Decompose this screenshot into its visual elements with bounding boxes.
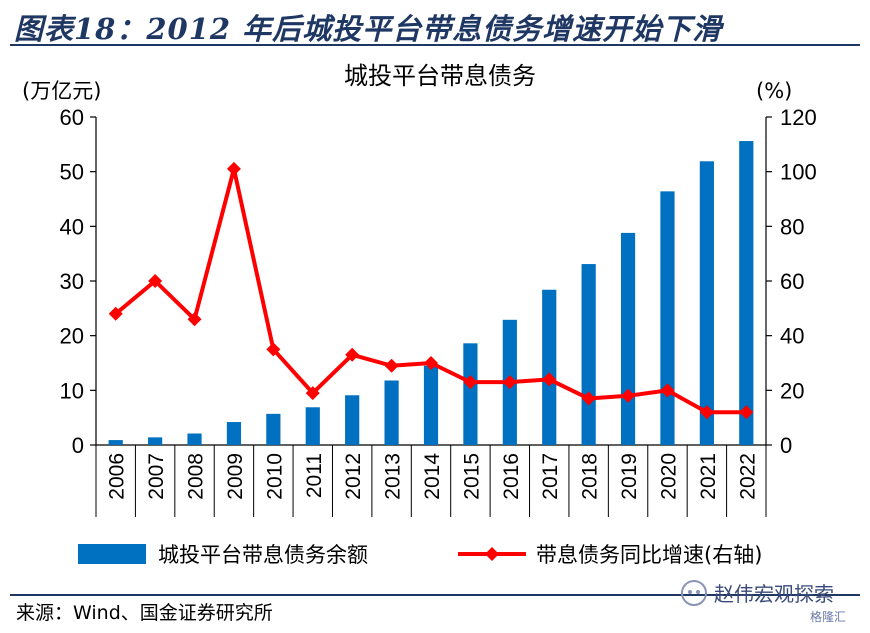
line-point (660, 383, 675, 398)
x-tick-label: 2016 (500, 453, 523, 500)
x-tick-label: 2013 (382, 453, 405, 500)
line-point (148, 274, 163, 288)
right-tick-label: 80 (780, 214, 804, 239)
left-tick-label: 40 (60, 214, 84, 239)
bar (423, 365, 439, 445)
top-rule (10, 44, 860, 46)
x-tick-label: 2021 (697, 453, 720, 500)
bar (148, 437, 163, 445)
line-point (266, 342, 281, 357)
watermark: 赵伟宏观探索 (680, 578, 834, 607)
x-tick-label: 2009 (224, 453, 247, 500)
bar (305, 407, 320, 445)
bar (620, 232, 636, 445)
line-point (542, 372, 557, 387)
left-tick-label: 60 (60, 105, 84, 130)
x-tick-label: 2008 (185, 453, 208, 500)
watermark-text: 赵伟宏观探索 (714, 582, 834, 606)
line-point (187, 312, 202, 327)
bar (345, 395, 360, 445)
chart-title: 城投平台带息债务 (344, 62, 536, 90)
right-tick-label: 60 (780, 269, 804, 294)
legend: 城投平台带息债务余额 带息债务同比增速(右轴) (78, 543, 762, 567)
line-point (226, 161, 241, 176)
source-note: 来源：Wind、国金证券研究所 (16, 602, 273, 624)
line-point (345, 347, 360, 362)
figure-title: 图表18：2012 年后城投平台带息债务增速开始下滑 (14, 12, 723, 46)
line-point (739, 405, 754, 420)
bar (384, 380, 399, 445)
x-tick-label: 2011 (303, 453, 326, 498)
line-point (108, 306, 123, 321)
line-point (424, 356, 438, 370)
bar (266, 413, 281, 445)
bar (581, 264, 596, 445)
wechat-icon (681, 579, 707, 606)
x-tick-label: 2020 (657, 453, 680, 500)
legend-bar-swatch (78, 544, 146, 564)
x-tick-label: 2010 (263, 453, 286, 500)
left-axis-unit: (万亿元) (22, 79, 101, 103)
legend-line-marker (485, 547, 499, 561)
x-tick-label: 2018 (579, 453, 602, 500)
left-tick-label: 0 (72, 433, 84, 458)
bar (699, 161, 714, 445)
line-point (384, 358, 399, 373)
right-tick-label: 20 (780, 378, 804, 403)
legend-line-label: 带息债务同比增速(右轴) (536, 543, 762, 567)
left-tick-label: 50 (60, 160, 84, 185)
x-tick-label: 2012 (342, 453, 365, 500)
right-tick-label: 0 (780, 433, 792, 458)
line-point (463, 375, 478, 390)
bottom-rule (10, 594, 860, 596)
right-tick-label: 40 (780, 324, 804, 349)
legend-bar-label: 城投平台带息债务余额 (158, 543, 368, 567)
x-tick-label: 2015 (460, 453, 483, 500)
x-tick-label: 2017 (539, 453, 562, 500)
bar (660, 191, 675, 445)
x-tick-label: 2019 (618, 453, 641, 500)
bar (463, 343, 478, 445)
x-tick-label: 2014 (421, 453, 444, 500)
x-tick-label: 2022 (736, 453, 759, 500)
bar (542, 289, 557, 445)
right-tick-label: 120 (780, 105, 817, 130)
left-tick-label: 30 (60, 269, 84, 294)
bar (739, 141, 754, 445)
bar (187, 433, 202, 445)
line-point (621, 388, 636, 403)
left-tick-label: 10 (60, 378, 84, 403)
bar (226, 422, 242, 445)
x-tick-label: 2006 (106, 453, 129, 500)
right-axis-unit: (%) (756, 79, 792, 103)
line-point (502, 375, 517, 390)
line-point (581, 391, 596, 406)
line-point (699, 405, 714, 420)
bar (108, 440, 123, 445)
x-tick-label: 2007 (145, 453, 168, 500)
watermark-sub: 格隆汇 (810, 610, 847, 624)
line-point (305, 386, 320, 401)
right-tick-label: 100 (780, 160, 817, 185)
plot-area: 0 10 20 30 40 50 60 0 20 40 60 80 100 120 2006 2007 2008… (60, 105, 817, 517)
left-tick-label: 20 (60, 324, 84, 349)
